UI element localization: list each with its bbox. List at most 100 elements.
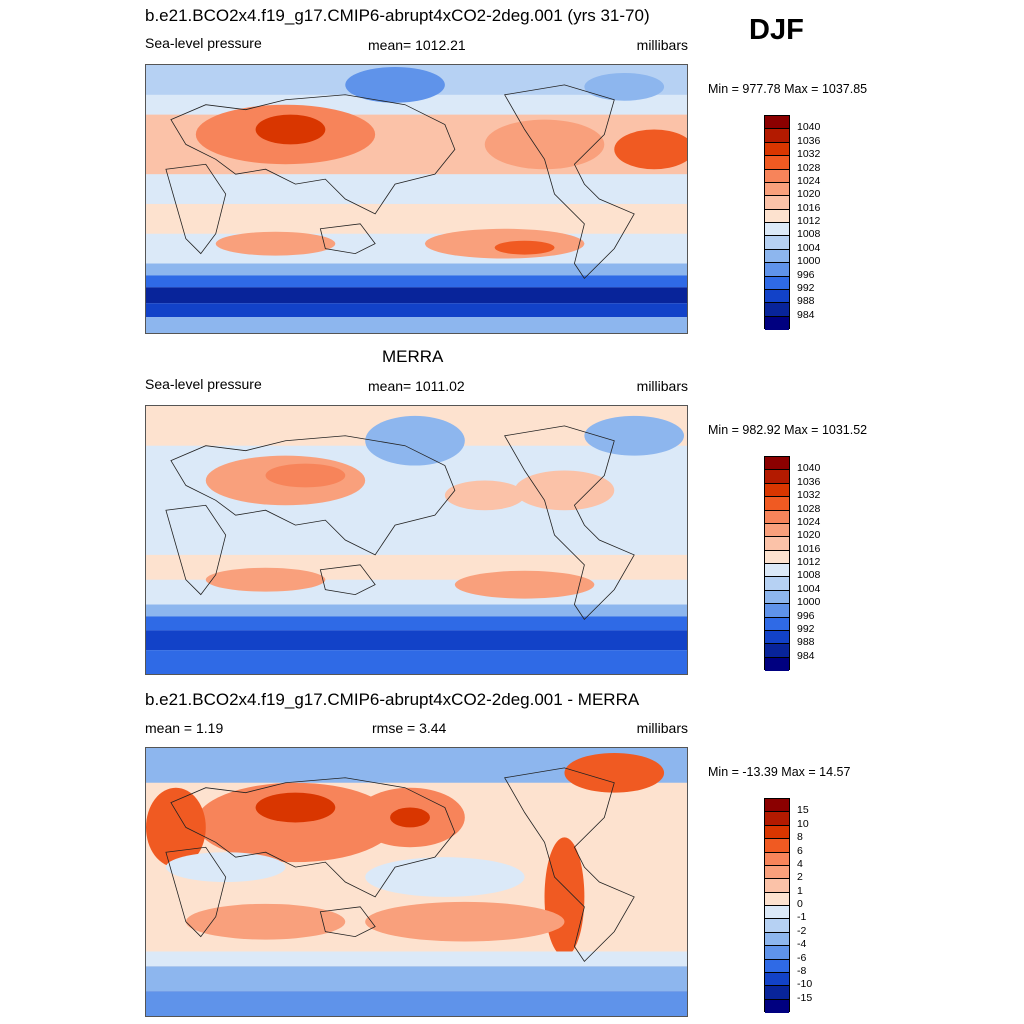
colorbar-tick-label: 1012	[797, 556, 821, 568]
colorbar-segment	[765, 470, 789, 484]
colorbar-segment	[765, 550, 789, 564]
colorbar-segment	[765, 825, 789, 840]
colorbar-segment	[765, 457, 789, 471]
colorbar-tick-label: 15	[797, 804, 809, 817]
colorbar-tick-label: 1024	[797, 174, 821, 187]
colorbar-tick-label: 1004	[797, 582, 821, 595]
colorbar-segment	[765, 156, 789, 170]
colorbar-tick-label: 2	[797, 871, 803, 884]
colorbar-segment	[765, 892, 789, 906]
colorbar-tick-label: 992	[797, 622, 815, 635]
colorbar-tick-label: 4	[797, 857, 803, 870]
colorbar-segment	[765, 249, 789, 264]
colorbar-segment	[765, 879, 789, 893]
colorbar-segment	[765, 932, 789, 947]
colorbar-segment	[765, 604, 789, 618]
colorbar-segment	[765, 590, 789, 605]
colorbar-tick-label: 1	[797, 884, 803, 897]
colorbar-tick-label: 1036	[797, 134, 821, 147]
colorbar-tick-label: 984	[797, 649, 815, 662]
colorbar-segment	[765, 577, 789, 591]
colorbar-segment	[765, 116, 789, 130]
colorbar-segment	[765, 852, 789, 866]
colorbar-segment	[765, 523, 789, 538]
colorbar-segment	[765, 564, 789, 578]
panel1-colorbar	[764, 115, 790, 330]
colorbar-tick-label: -15	[797, 991, 813, 1004]
colorbar-tick-label: 1036	[797, 475, 821, 488]
colorbar-tick-label: 988	[797, 295, 815, 308]
colorbar-tick-label: -4	[797, 938, 807, 951]
panel2-mean-label: mean= 1011.02	[368, 378, 465, 394]
colorbar-tick-label: 8	[797, 831, 803, 844]
panel3-mean-label: mean = 1.19	[145, 720, 224, 736]
colorbar-segment	[765, 223, 789, 237]
colorbar-tick-label: -10	[797, 978, 813, 991]
colorbar-segment	[765, 959, 789, 973]
colorbar-tick-label: 984	[797, 308, 815, 321]
panel3-colorbar	[764, 798, 790, 1013]
panel1-title: b.e21.BCO2x4.f19_g17.CMIP6-abrupt4xCO2-2…	[145, 6, 650, 25]
colorbar-segment	[765, 906, 789, 920]
panel2-title: MERRA	[382, 347, 444, 366]
colorbar-segment	[765, 289, 789, 304]
colorbar-tick-label: 1032	[797, 489, 821, 502]
colorbar-segment	[765, 276, 789, 290]
colorbar-segment	[765, 865, 789, 880]
colorbar-tick-label: 1016	[797, 201, 821, 214]
colorbar-segment	[765, 316, 789, 330]
colorbar-tick-label: 1032	[797, 148, 821, 161]
panel2-map	[145, 405, 688, 675]
colorbar-tick-label: -8	[797, 964, 807, 977]
colorbar-segment	[765, 236, 789, 250]
season-label: DJF	[749, 14, 804, 46]
colorbar-tick-label: 1028	[797, 161, 821, 174]
colorbar-tick-label: 1020	[797, 188, 821, 201]
panel1-variable-label: Sea-level pressure	[145, 35, 262, 51]
colorbar-tick-label: 1040	[797, 121, 821, 134]
colorbar-tick-label: 1040	[797, 462, 821, 475]
colorbar-segment	[765, 657, 789, 671]
colorbar-segment	[765, 630, 789, 645]
colorbar-segment	[765, 919, 789, 933]
colorbar-segment	[765, 182, 789, 197]
colorbar-tick-label: 996	[797, 609, 815, 622]
colorbar-segment	[765, 986, 789, 1000]
colorbar-tick-label: 1000	[797, 255, 821, 268]
panel1-units-label: millibars	[636, 37, 688, 53]
panel2-colorbar	[764, 456, 790, 671]
panel2-variable-label: Sea-level pressure	[145, 376, 262, 392]
colorbar-tick-label: 1020	[797, 529, 821, 542]
panel1-map	[145, 64, 688, 334]
colorbar-segment	[765, 946, 789, 960]
colorbar-segment	[765, 537, 789, 551]
colorbar-tick-label: 1012	[797, 215, 821, 227]
panel3-map	[145, 747, 688, 1017]
colorbar-tick-label: 1016	[797, 542, 821, 555]
colorbar-segment	[765, 196, 789, 210]
colorbar-segment	[765, 999, 789, 1013]
colorbar-segment	[765, 972, 789, 987]
colorbar-segment	[765, 303, 789, 317]
colorbar-tick-label: 6	[797, 844, 803, 857]
panel2-units-label: millibars	[636, 378, 688, 394]
colorbar-tick-label: -2	[797, 924, 807, 937]
colorbar-segment	[765, 644, 789, 658]
colorbar-segment	[765, 510, 789, 524]
panel2-minmax: Min = 982.92 Max = 1031.52	[708, 423, 868, 437]
colorbar-segment	[765, 812, 789, 826]
panel3-title: b.e21.BCO2x4.f19_g17.CMIP6-abrupt4xCO2-2…	[145, 690, 640, 709]
colorbar-segment	[765, 169, 789, 183]
panel1-mean-label: mean= 1012.21	[368, 37, 466, 53]
colorbar-tick-label: 1024	[797, 515, 821, 528]
colorbar-segment	[765, 129, 789, 143]
colorbar-tick-label: 1000	[797, 596, 821, 609]
colorbar-segment	[765, 497, 789, 511]
colorbar-segment	[765, 617, 789, 631]
colorbar-tick-label: 1008	[797, 569, 821, 582]
colorbar-segment	[765, 839, 789, 853]
colorbar-segment	[765, 483, 789, 498]
panel3-minmax: Min = -13.39 Max = 14.57	[708, 765, 851, 779]
colorbar-segment	[765, 263, 789, 277]
colorbar-tick-label: 988	[797, 636, 815, 649]
